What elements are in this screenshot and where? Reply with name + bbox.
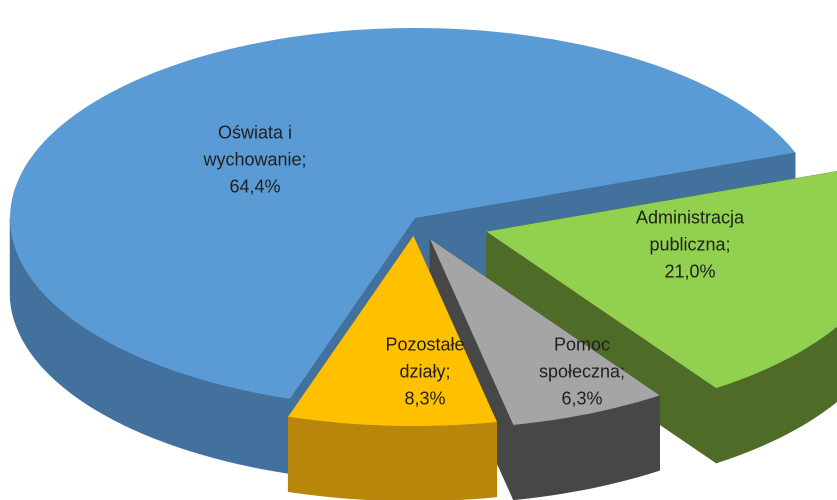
label-category: Oświata i wychowanie [203,122,302,170]
data-label: Administracja publiczna; 21,0% [605,205,775,286]
slice-side [287,416,498,500]
slice [486,171,837,389]
slice [430,239,660,425]
slice [288,236,497,426]
data-label: Oświata i wychowanie; 64,4% [180,120,330,201]
label-value: 64,4% [229,176,281,197]
slice-side [715,326,837,464]
data-label: Pomoc społeczna; 6,3% [527,332,637,413]
label-separator: ; [725,234,731,255]
slice-side [9,217,291,474]
slice [10,28,796,399]
label-separator: ; [620,361,626,382]
label-category: Pomoc społeczna [538,334,621,382]
data-label: Pozostałe działy; 8,3% [370,332,480,413]
label-category: Administracja publiczna [635,207,745,255]
label-separator: ; [301,149,307,170]
label-separator: ; [445,361,451,382]
label-value: 21,0% [664,261,716,282]
label-category: Pozostałe działy [385,334,465,382]
label-value: 8,3% [404,388,446,409]
label-value: 6,3% [561,388,603,409]
